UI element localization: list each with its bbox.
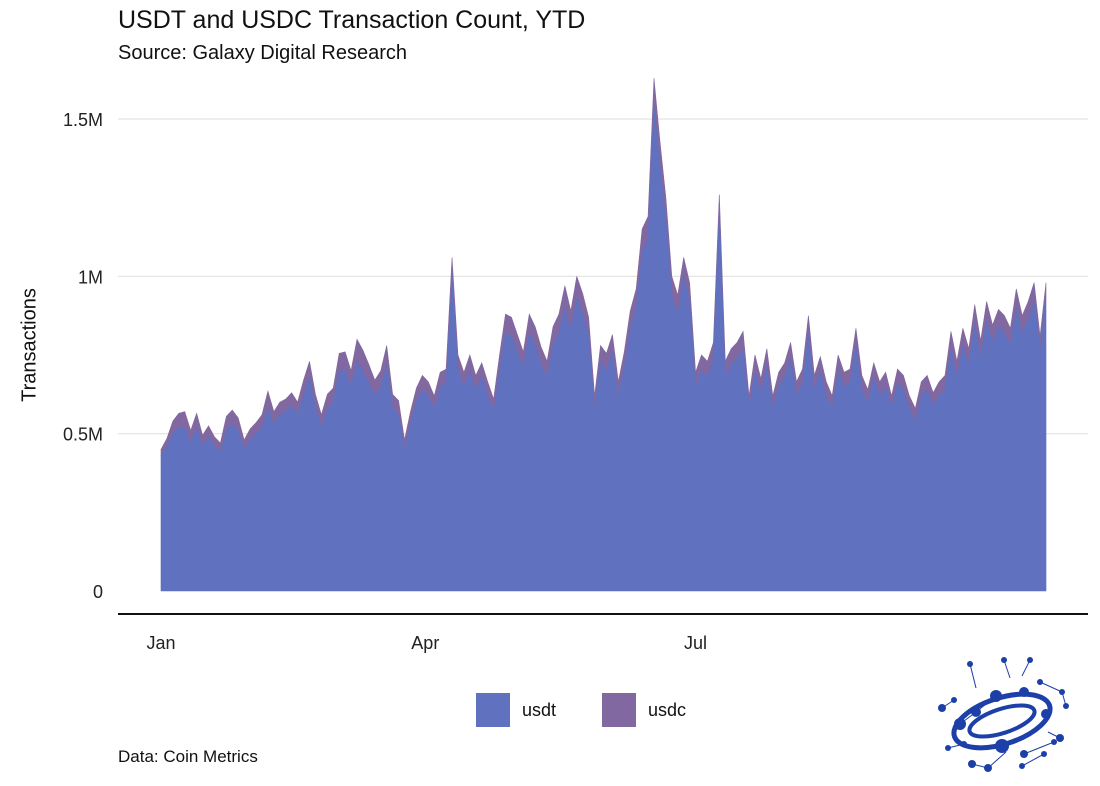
x-tick-label-jul: Jul xyxy=(684,633,707,653)
legend-label-usdt: usdt xyxy=(522,699,557,720)
chart-plot-area: 0 0.5M 1M 1.5M Jan Apr Jul xyxy=(63,78,1088,653)
legend-swatch-usdc xyxy=(602,693,637,727)
data-source-caption: Data: Coin Metrics xyxy=(118,747,258,766)
chart-subtitle: Source: Galaxy Digital Research xyxy=(118,42,408,64)
x-tick-label-apr: Apr xyxy=(411,633,439,653)
y-tick-label-1: 0.5M xyxy=(63,425,103,445)
y-tick-label-2: 1M xyxy=(78,267,103,287)
area-usdt xyxy=(160,106,1047,592)
legend-item-usdc: usdc xyxy=(602,693,686,727)
y-tick-label-3: 1.5M xyxy=(63,110,103,130)
legend: usdt usdc xyxy=(476,693,686,727)
legend-swatch-usdt xyxy=(476,693,510,727)
legend-label-usdc: usdc xyxy=(648,699,687,720)
y-tick-label-0: 0 xyxy=(93,582,103,602)
legend-item-usdt: usdt xyxy=(476,693,556,727)
x-tick-label-jan: Jan xyxy=(146,633,175,653)
galaxy-orbit-network-logo-icon xyxy=(938,657,1069,772)
chart-title: USDT and USDC Transaction Count, YTD xyxy=(118,6,586,34)
